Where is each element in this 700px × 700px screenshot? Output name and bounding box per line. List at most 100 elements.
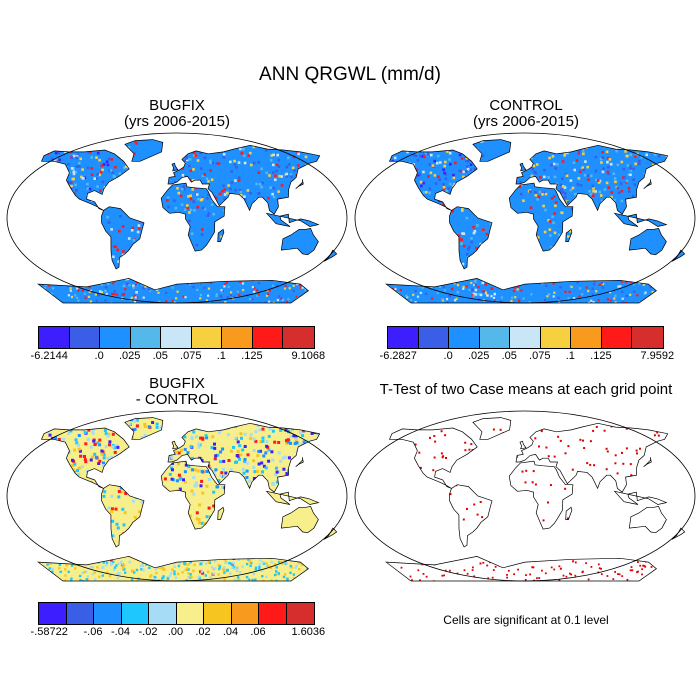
grid-cell: [187, 572, 190, 575]
grid-cell: [565, 575, 568, 578]
grid-cell: [323, 139, 327, 141]
coastline-samerica: [101, 484, 145, 548]
grid-cell: [469, 168, 472, 172]
grid-cell: [273, 563, 277, 566]
grid-cell: [214, 560, 217, 563]
grid-cell: [205, 484, 209, 488]
grid-cell: [578, 295, 581, 298]
grid-cell: [302, 577, 305, 581]
grid-cell: [602, 282, 605, 285]
grid-cell: [209, 169, 212, 172]
grid-cell: [305, 574, 308, 577]
grid-cell: [434, 182, 438, 185]
grid-cell: [101, 190, 104, 193]
grid-cell: [108, 574, 111, 578]
grid-cell: [288, 287, 291, 290]
grid-cell: [195, 483, 199, 487]
grid-cell: [165, 300, 168, 303]
grid-cell: [325, 577, 328, 580]
grid-cell: [74, 438, 78, 442]
grid-cell: [631, 195, 635, 198]
grid-cell: [53, 419, 57, 423]
grid-cell: [105, 571, 109, 574]
grid-cell: [595, 290, 598, 293]
grid-cell: [437, 175, 440, 179]
grid-cell: [330, 452, 334, 456]
grid-cell: [320, 140, 323, 143]
land-namerica: [389, 150, 478, 211]
grid-cell: [546, 295, 549, 298]
grid-cell: [267, 434, 271, 438]
grid-cell: [543, 298, 547, 301]
grid-cell: [412, 293, 415, 296]
grid-cell: [238, 457, 241, 461]
grid-cell: [167, 205, 170, 209]
grid-cell: [128, 560, 131, 564]
grid-cell: [190, 437, 194, 441]
grid-cell: [242, 135, 245, 138]
land-eurasia: [516, 423, 668, 493]
grid-cell: [132, 238, 136, 242]
grid-cell: [148, 288, 151, 291]
grid-cell: [653, 153, 657, 156]
grid-cell: [463, 135, 466, 138]
grid-cell: [608, 158, 612, 161]
grid-cell: [653, 434, 656, 437]
grid-cell: [67, 420, 71, 424]
grid-cell: [132, 286, 135, 289]
grid-cell: [197, 442, 201, 446]
grid-cell: [642, 283, 645, 286]
grid-cell: [91, 431, 95, 435]
grid-cell: [207, 506, 211, 510]
grid-cell: [617, 285, 620, 288]
grid-cell: [157, 291, 160, 294]
grid-cell: [223, 188, 226, 191]
grid-cell: [609, 299, 612, 302]
grid-cell: [306, 148, 310, 151]
grid-cell: [453, 299, 457, 302]
grid-cell: [50, 157, 54, 161]
grid-cell: [200, 459, 204, 462]
grid-cell: [71, 139, 74, 141]
grid-cell: [100, 164, 104, 167]
grid-cell: [246, 579, 249, 581]
grid-cell: [97, 462, 101, 465]
grid-cell: [227, 193, 230, 197]
grid-cell: [433, 174, 437, 177]
grid-cell: [458, 237, 461, 241]
grid-cell: [55, 157, 58, 161]
grid-cell: [105, 292, 108, 296]
grid-cell: [115, 293, 119, 296]
grid-cell: [221, 485, 225, 489]
grid-cell: [428, 163, 431, 166]
grid-cell: [606, 450, 609, 453]
grid-cell: [75, 189, 78, 192]
grid-cell: [135, 424, 139, 428]
grid-cell: [537, 195, 541, 199]
grid-cell: [223, 475, 226, 479]
grid-cell: [680, 294, 683, 298]
grid-cell: [228, 561, 231, 565]
grid-cell: [420, 184, 423, 188]
grid-cell: [127, 237, 131, 240]
grid-cell: [541, 569, 543, 572]
colorbar-tick-label: .1: [565, 350, 575, 362]
colorbar-box: [121, 603, 149, 624]
grid-cell: [197, 521, 201, 525]
grid-cell: [211, 435, 215, 439]
grid-cell: [130, 296, 133, 299]
grid-cell: [424, 292, 428, 295]
grid-cell: [57, 151, 61, 154]
grid-cell: [251, 578, 254, 581]
grid-cell: [446, 414, 448, 416]
grid-cell: [572, 560, 575, 563]
grid-cell: [307, 282, 311, 285]
grid-cell: [190, 468, 194, 472]
grid-cell: [102, 464, 106, 467]
grid-cell: [492, 428, 495, 431]
grid-cell: [662, 564, 664, 566]
grid-cell: [626, 164, 630, 167]
grid-cell: [207, 582, 209, 584]
grid-cell: [197, 517, 201, 521]
grid-cell: [102, 561, 105, 564]
